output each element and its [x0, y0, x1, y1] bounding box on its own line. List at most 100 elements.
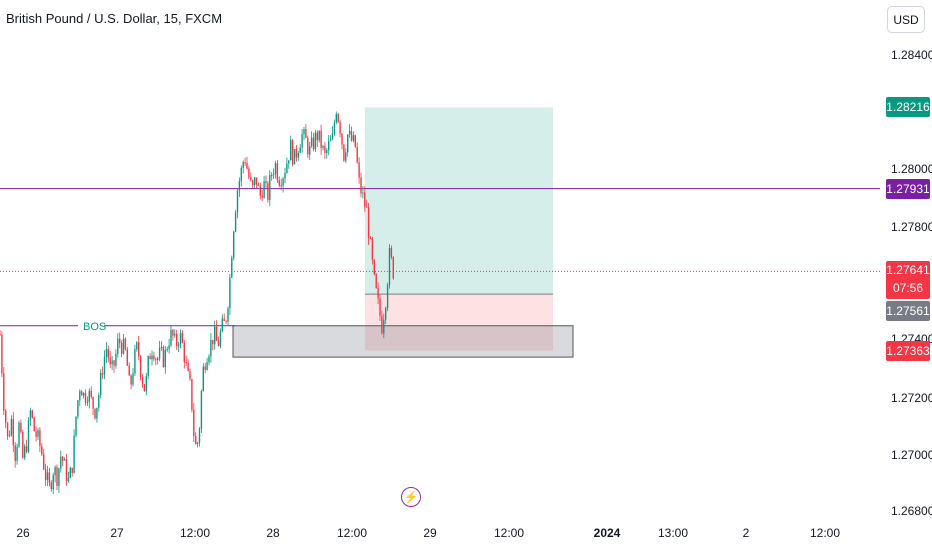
- candle-body: [369, 238, 372, 240]
- candle-body: [12, 418, 14, 446]
- candle-body: [44, 469, 47, 480]
- candle-body: [347, 134, 349, 153]
- candle-body: [158, 347, 161, 359]
- candle-body: [263, 181, 265, 199]
- candle-body: [318, 130, 320, 141]
- candle-body: [236, 190, 239, 213]
- candle-body: [162, 346, 165, 367]
- candle-body: [392, 257, 394, 279]
- candle-body: [314, 132, 317, 150]
- candle-body: [170, 329, 172, 346]
- candle-body: [366, 206, 368, 208]
- candle-body: [46, 472, 49, 480]
- candle-body: [198, 428, 201, 443]
- candlestick-chart[interactable]: [0, 0, 880, 520]
- candle-body: [84, 392, 87, 403]
- candle-body: [111, 360, 113, 365]
- candle-body: [174, 333, 176, 336]
- loss-zone: [365, 294, 553, 351]
- candle-body: [329, 139, 332, 141]
- candle-body: [326, 150, 328, 153]
- chart-plot-area[interactable]: British Pound / U.S. Dollar, 15, FXCM BO…: [0, 0, 880, 520]
- candle-body: [204, 366, 206, 370]
- candle-body: [160, 346, 163, 348]
- candle-body: [356, 146, 358, 163]
- candle-body: [244, 162, 246, 164]
- candle-body: [105, 349, 108, 357]
- candle-body: [195, 436, 197, 445]
- candle-body: [103, 356, 106, 375]
- candle-body: [56, 467, 58, 486]
- candle-body: [181, 333, 184, 343]
- candle-body: [305, 129, 307, 139]
- candle-body: [58, 468, 60, 486]
- candle-body: [242, 162, 244, 168]
- candle-body: [18, 422, 20, 447]
- candle-body: [229, 277, 231, 309]
- candle-body: [126, 349, 128, 366]
- candle-body: [250, 177, 252, 181]
- candle-body: [52, 475, 54, 490]
- currency-button[interactable]: USD: [887, 6, 925, 33]
- candle-body: [223, 318, 225, 322]
- time-tick: 13:00: [657, 526, 689, 540]
- candle-body: [379, 298, 381, 316]
- price-tick: 1.26800: [891, 504, 932, 518]
- candle-body: [60, 456, 62, 469]
- candle-body: [81, 391, 83, 396]
- candle-body: [341, 133, 343, 145]
- candle-body: [282, 178, 284, 186]
- candle-body: [310, 137, 313, 147]
- candle-body: [147, 356, 149, 377]
- candle-body: [328, 140, 330, 151]
- candle-body: [5, 410, 7, 423]
- candle-body: [96, 407, 98, 419]
- candle-body: [333, 122, 336, 134]
- candle-body: [246, 162, 248, 169]
- candle-body: [183, 342, 185, 363]
- candle-body: [8, 435, 11, 437]
- candle-body: [107, 349, 109, 358]
- candle-body: [50, 482, 52, 490]
- candle-body: [255, 177, 258, 185]
- candle-body: [189, 371, 191, 380]
- candle-body: [98, 395, 100, 408]
- candle-body: [320, 130, 322, 148]
- candle-body: [143, 384, 146, 392]
- candle-body: [348, 130, 351, 135]
- candle-body: [120, 343, 123, 354]
- candle-body: [172, 329, 174, 336]
- candle-body: [145, 376, 147, 392]
- candle-body: [219, 331, 222, 347]
- candle-body: [24, 446, 26, 458]
- candle-body: [200, 391, 203, 429]
- candle-body: [288, 160, 290, 164]
- candle-body: [303, 129, 305, 135]
- bos-label: BOS: [83, 321, 107, 333]
- candle-body: [65, 459, 68, 481]
- candle-body: [157, 358, 159, 360]
- candle-body: [25, 446, 28, 452]
- candle-body: [29, 410, 32, 421]
- time-tick: 12:00: [493, 526, 525, 540]
- candle-body: [324, 146, 326, 153]
- candle-body: [191, 379, 193, 410]
- candle-body: [299, 147, 301, 153]
- candle-body: [101, 372, 104, 375]
- candle-body: [37, 430, 39, 437]
- candle-body: [6, 422, 9, 437]
- candle-body: [225, 321, 227, 323]
- candle-body: [322, 146, 324, 148]
- time-tick: 2: [742, 526, 750, 540]
- candle-body: [284, 172, 286, 179]
- candle-body: [291, 140, 294, 165]
- candle-body: [79, 391, 81, 401]
- lightning-bolt-icon[interactable]: ⚡: [401, 487, 421, 507]
- candle-body: [139, 356, 142, 377]
- candle-body: [215, 326, 218, 341]
- line-price-badge: 1.27931: [886, 179, 930, 199]
- candle-body: [335, 114, 337, 123]
- candle-body: [48, 472, 51, 483]
- candle-body: [187, 362, 189, 372]
- candle-body: [331, 133, 334, 140]
